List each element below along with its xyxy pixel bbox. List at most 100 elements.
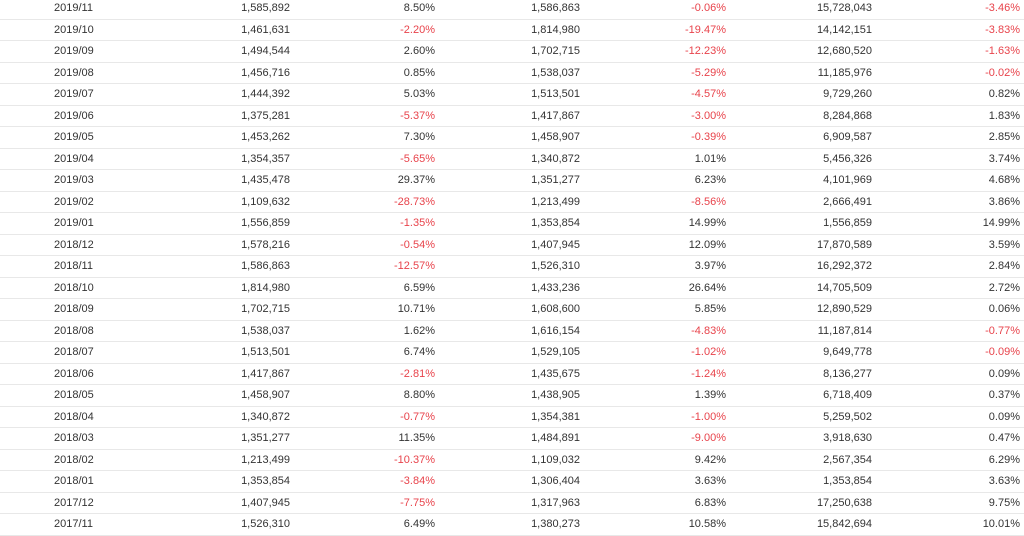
period-cell: 2019/04: [0, 148, 145, 170]
period-cell: 2018/06: [0, 363, 145, 385]
change-a-cell: -12.57%: [290, 255, 435, 278]
change-b-cell: -19.47%: [580, 19, 726, 41]
value-a-cell: 1,351,277: [145, 427, 290, 450]
change-a-cell: 11.35%: [290, 427, 435, 450]
change-b-cell: 14.99%: [580, 212, 726, 235]
change-c-cell: 9.75%: [872, 492, 1024, 514]
table-row: 2018/01 1,353,854 -3.84% 1,306,404 3.63% 1,35…: [0, 470, 1024, 493]
value-b-cell: 1,407,945: [435, 234, 580, 256]
cumulative-cell: 1,556,859: [726, 212, 872, 235]
value-b-cell: 1,353,854: [435, 212, 580, 235]
period-cell: 2019/06: [0, 105, 145, 127]
period-cell: 2019/08: [0, 62, 145, 84]
change-c-cell: -0.09%: [872, 341, 1024, 364]
change-b-cell: -12.23%: [580, 40, 726, 63]
value-b-cell: 1,213,499: [435, 191, 580, 213]
change-a-cell: 0.85%: [290, 62, 435, 84]
cumulative-cell: 9,649,778: [726, 341, 872, 364]
value-b-cell: 1,340,872: [435, 148, 580, 170]
change-b-cell: -0.39%: [580, 126, 726, 149]
change-b-cell: 1.39%: [580, 384, 726, 407]
value-a-cell: 1,494,544: [145, 40, 290, 63]
change-b-cell: -8.56%: [580, 191, 726, 213]
change-c-cell: 3.74%: [872, 148, 1024, 170]
value-b-cell: 1,529,105: [435, 341, 580, 364]
cumulative-cell: 6,909,587: [726, 126, 872, 149]
table-row: 2018/07 1,513,501 6.74% 1,529,105 -1.02% 9,64…: [0, 341, 1024, 364]
table-row: 2018/08 1,538,037 1.62% 1,616,154 -4.83% 11,1…: [0, 320, 1024, 342]
value-b-cell: 1,380,273: [435, 513, 580, 536]
table-row: 2019/03 1,435,478 29.37% 1,351,277 6.23% 4,10…: [0, 169, 1024, 192]
table-row: 2019/11 1,585,892 8.50% 1,586,863 -0.06% 15,7…: [0, 0, 1024, 20]
change-a-cell: -28.73%: [290, 191, 435, 213]
change-a-cell: -2.20%: [290, 19, 435, 41]
change-c-cell: 14.99%: [872, 212, 1024, 235]
change-c-cell: 10.01%: [872, 513, 1024, 536]
table-row: 2017/11 1,526,310 6.49% 1,380,273 10.58% 15,8…: [0, 513, 1024, 536]
period-cell: 2019/07: [0, 83, 145, 106]
value-b-cell: 1,608,600: [435, 298, 580, 321]
period-cell: 2018/03: [0, 427, 145, 450]
period-cell: 2019/01: [0, 212, 145, 235]
value-a-cell: 1,375,281: [145, 105, 290, 127]
cumulative-cell: 14,705,509: [726, 277, 872, 299]
value-b-cell: 1,814,980: [435, 19, 580, 41]
period-cell: 2017/12: [0, 492, 145, 514]
change-b-cell: -5.29%: [580, 62, 726, 84]
value-a-cell: 1,340,872: [145, 406, 290, 428]
value-b-cell: 1,586,863: [435, 0, 580, 20]
value-a-cell: 1,353,854: [145, 470, 290, 493]
value-a-cell: 1,435,478: [145, 169, 290, 192]
table-row: 2019/07 1,444,392 5.03% 1,513,501 -4.57% 9,72…: [0, 83, 1024, 106]
period-cell: 2018/08: [0, 320, 145, 342]
cumulative-cell: 8,136,277: [726, 363, 872, 385]
value-a-cell: 1,456,716: [145, 62, 290, 84]
change-c-cell: 0.82%: [872, 83, 1024, 106]
change-b-cell: 12.09%: [580, 234, 726, 256]
value-b-cell: 1,417,867: [435, 105, 580, 127]
change-a-cell: -1.35%: [290, 212, 435, 235]
period-cell: 2019/09: [0, 40, 145, 63]
change-c-cell: 3.86%: [872, 191, 1024, 213]
change-a-cell: -3.84%: [290, 470, 435, 493]
cumulative-cell: 3,918,630: [726, 427, 872, 450]
period-cell: 2018/01: [0, 470, 145, 493]
change-b-cell: -9.00%: [580, 427, 726, 450]
change-a-cell: 7.30%: [290, 126, 435, 149]
value-b-cell: 1,484,891: [435, 427, 580, 450]
period-cell: 2019/03: [0, 169, 145, 192]
change-a-cell: -0.54%: [290, 234, 435, 256]
cumulative-cell: 5,456,326: [726, 148, 872, 170]
cumulative-cell: 15,728,043: [726, 0, 872, 20]
value-a-cell: 1,461,631: [145, 19, 290, 41]
change-b-cell: 5.85%: [580, 298, 726, 321]
value-a-cell: 1,354,357: [145, 148, 290, 170]
period-cell: 2019/02: [0, 191, 145, 213]
change-a-cell: -10.37%: [290, 449, 435, 471]
change-a-cell: -5.37%: [290, 105, 435, 127]
change-a-cell: -2.81%: [290, 363, 435, 385]
change-a-cell: -0.77%: [290, 406, 435, 428]
value-b-cell: 1,616,154: [435, 320, 580, 342]
cumulative-cell: 5,259,502: [726, 406, 872, 428]
value-a-cell: 1,417,867: [145, 363, 290, 385]
value-b-cell: 1,458,907: [435, 126, 580, 149]
change-c-cell: -0.02%: [872, 62, 1024, 84]
period-cell: 2018/02: [0, 449, 145, 471]
change-b-cell: -4.57%: [580, 83, 726, 106]
change-a-cell: 10.71%: [290, 298, 435, 321]
value-b-cell: 1,702,715: [435, 40, 580, 63]
value-a-cell: 1,213,499: [145, 449, 290, 471]
value-a-cell: 1,586,863: [145, 255, 290, 278]
value-b-cell: 1,435,675: [435, 363, 580, 385]
period-cell: 2019/05: [0, 126, 145, 149]
cumulative-cell: 4,101,969: [726, 169, 872, 192]
value-b-cell: 1,306,404: [435, 470, 580, 493]
period-cell: 2018/09: [0, 298, 145, 321]
table-row: 2017/12 1,407,945 -7.75% 1,317,963 6.83% 17,2…: [0, 492, 1024, 514]
change-b-cell: 9.42%: [580, 449, 726, 471]
period-cell: 2018/12: [0, 234, 145, 256]
change-c-cell: 4.68%: [872, 169, 1024, 192]
value-a-cell: 1,538,037: [145, 320, 290, 342]
